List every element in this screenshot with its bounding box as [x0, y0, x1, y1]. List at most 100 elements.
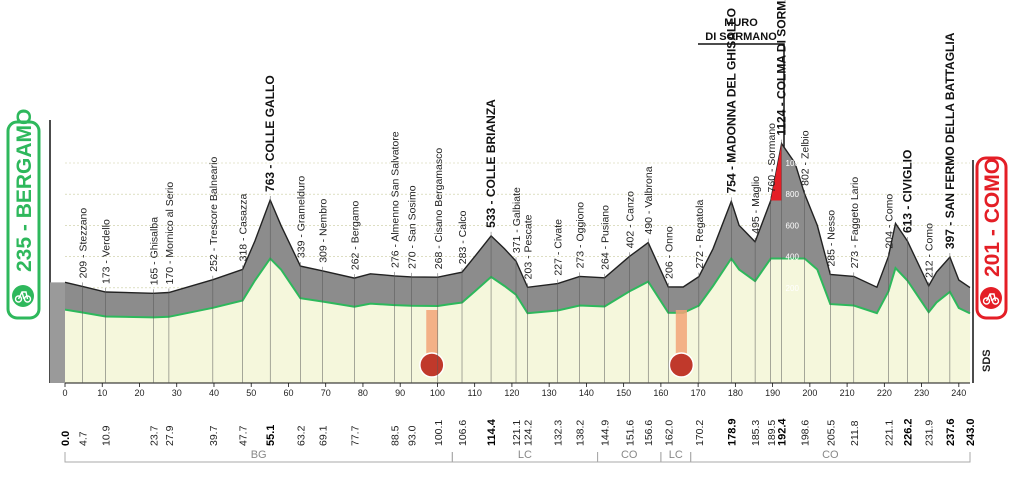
km-tick-label: 180	[728, 388, 743, 398]
waypoint-km: 124.2	[523, 420, 535, 446]
waypoint-km: 55.1	[265, 425, 277, 446]
waypoint-km: 226.2	[902, 418, 914, 446]
waypoint-km: 4.7	[78, 431, 90, 446]
waypoint-km: 132.3	[553, 420, 565, 446]
waypoint-label: 309 - Nembro	[317, 198, 329, 262]
km-tick-label: 20	[134, 388, 144, 398]
muro-line2: DI SORMANO	[705, 31, 777, 43]
waypoint-km: 10.9	[101, 425, 113, 446]
waypoint-label: 262 - Bergamo	[349, 201, 361, 271]
waypoint-label: 397 - SAN FERMO DELLA BATTAGLIA	[943, 32, 957, 249]
waypoint-km: 121.1	[511, 420, 523, 446]
profile-line	[64, 256, 971, 319]
km-tick-label: 10	[97, 388, 107, 398]
waypoint-label: 533 - COLLE BRIANZA	[484, 99, 498, 228]
km-tick-label: 80	[358, 388, 368, 398]
feed-zone	[426, 310, 438, 370]
waypoint-label: 209 - Stezzano	[78, 208, 90, 279]
km-tick-label: 130	[542, 388, 557, 398]
finish-label: 201 - COMO	[981, 158, 1004, 277]
waypoint-km: 93.0	[406, 425, 418, 446]
waypoint-label: 273 - Oggiono	[575, 202, 587, 269]
waypoint-km: 63.2	[295, 425, 307, 446]
waypoint-label: 170 - Mornico al Serio	[164, 182, 176, 285]
km-tick-label: 70	[321, 388, 331, 398]
waypoint-label: 371 - Galbiate	[511, 187, 523, 253]
waypoint-label: 276 - Almenno San Salvatore	[390, 131, 402, 268]
feed-zone	[675, 310, 687, 370]
waypoint-label: 203 - Pescate	[523, 214, 535, 279]
waypoint-label: 173 - Verdello	[101, 219, 113, 284]
waypoint-label: 270 - San Sosimo	[406, 185, 418, 269]
waypoint-km: 88.5	[390, 425, 402, 446]
altitude-tick-label: 600	[786, 221, 800, 230]
waypoint-km: 178.9	[726, 418, 738, 446]
altitude-tick-label: 800	[786, 190, 800, 199]
altitude-tick-label: 400	[786, 253, 800, 262]
km-tick-label: 50	[246, 388, 256, 398]
province-label: CO	[822, 449, 839, 461]
waypoint-km: 69.1	[317, 425, 329, 446]
km-tick-label: 240	[951, 388, 966, 398]
waypoint-km: 189.5	[766, 420, 778, 446]
waypoint-label: 490 - Valbrona	[643, 166, 655, 234]
km-tick-label: 190	[765, 388, 780, 398]
km-tick-label: 110	[467, 388, 481, 398]
bike-icon	[982, 293, 1000, 305]
km-tick-label: 140	[579, 388, 594, 398]
steep-section	[770, 143, 782, 201]
waypoint-km: 185.3	[750, 420, 762, 446]
waypoint-label: 227 - Civate	[553, 219, 565, 276]
km-tick-label: 40	[209, 388, 219, 398]
province-bracket	[690, 452, 971, 463]
waypoint-km: 192.4	[777, 418, 789, 446]
waypoint-label: 273 - Faggeto Lario	[849, 177, 861, 269]
waypoint-label: 1124 - COLMA DI SORMANO	[775, 0, 789, 136]
waypoint-label: 763 - COLLE GALLO	[263, 75, 277, 192]
waypoint-km: 77.7	[349, 425, 361, 446]
waypoint-km: 237.6	[945, 418, 957, 446]
waypoint-label: 339 - Gramelduro	[295, 176, 307, 258]
waypoint-km: 138.2	[575, 420, 587, 446]
province-label: CO	[621, 449, 638, 461]
waypoint-km: 27.9	[164, 425, 176, 446]
waypoint-km: 47.7	[238, 425, 250, 446]
waypoint-label: 212 - Como	[924, 223, 936, 278]
province-label: LC	[518, 449, 532, 461]
waypoint-label: 495 - Maglio	[750, 176, 762, 234]
waypoint-label: 206 - Onno	[663, 226, 675, 279]
km-tick-label: 170	[691, 388, 706, 398]
waypoint-km: 170.2	[694, 420, 706, 446]
km-tick-label: 100	[430, 388, 445, 398]
altitude-tick-label: 1000	[786, 159, 804, 168]
valley-floor	[65, 258, 970, 383]
km-tick-label: 200	[802, 388, 817, 398]
waypoint-km: 151.6	[625, 420, 637, 446]
km-tick-label: 160	[653, 388, 668, 398]
waypoint-label: 252 - Trescore Balneario	[208, 157, 220, 272]
waypoint-label: 318 - Casazza	[238, 194, 250, 262]
waypoint-km: 221.1	[883, 420, 895, 446]
finish-badge: 201 - COMO	[975, 156, 1008, 320]
waypoint-label: 165 - Ghisalba	[148, 217, 160, 285]
waypoint-label: 268 - Cisano Bergamasco	[433, 148, 445, 270]
waypoint-km: 198.6	[800, 420, 812, 446]
waypoint-km: 162.0	[663, 420, 675, 446]
km-tick-label: 210	[840, 388, 855, 398]
waypoint-km: 23.7	[148, 425, 160, 446]
feed-zone-icon	[668, 352, 695, 378]
start-badge: 235 - BERGAMO	[6, 109, 41, 320]
waypoint-km: 39.7	[208, 425, 220, 446]
waypoint-label: 760 - Sormano	[766, 123, 778, 193]
sds-logo: SDS	[981, 349, 993, 372]
waypoint-label: 272 - Regatola	[694, 200, 706, 269]
waypoint-km: 211.8	[849, 420, 861, 446]
km-tick-label: 30	[172, 388, 182, 398]
province-label: BG	[251, 449, 267, 461]
waypoint-label: 283 - Calco	[457, 210, 469, 264]
km-tick-label: 220	[877, 388, 892, 398]
province-label: LC	[669, 449, 683, 461]
waypoint-km: 205.5	[825, 420, 837, 446]
